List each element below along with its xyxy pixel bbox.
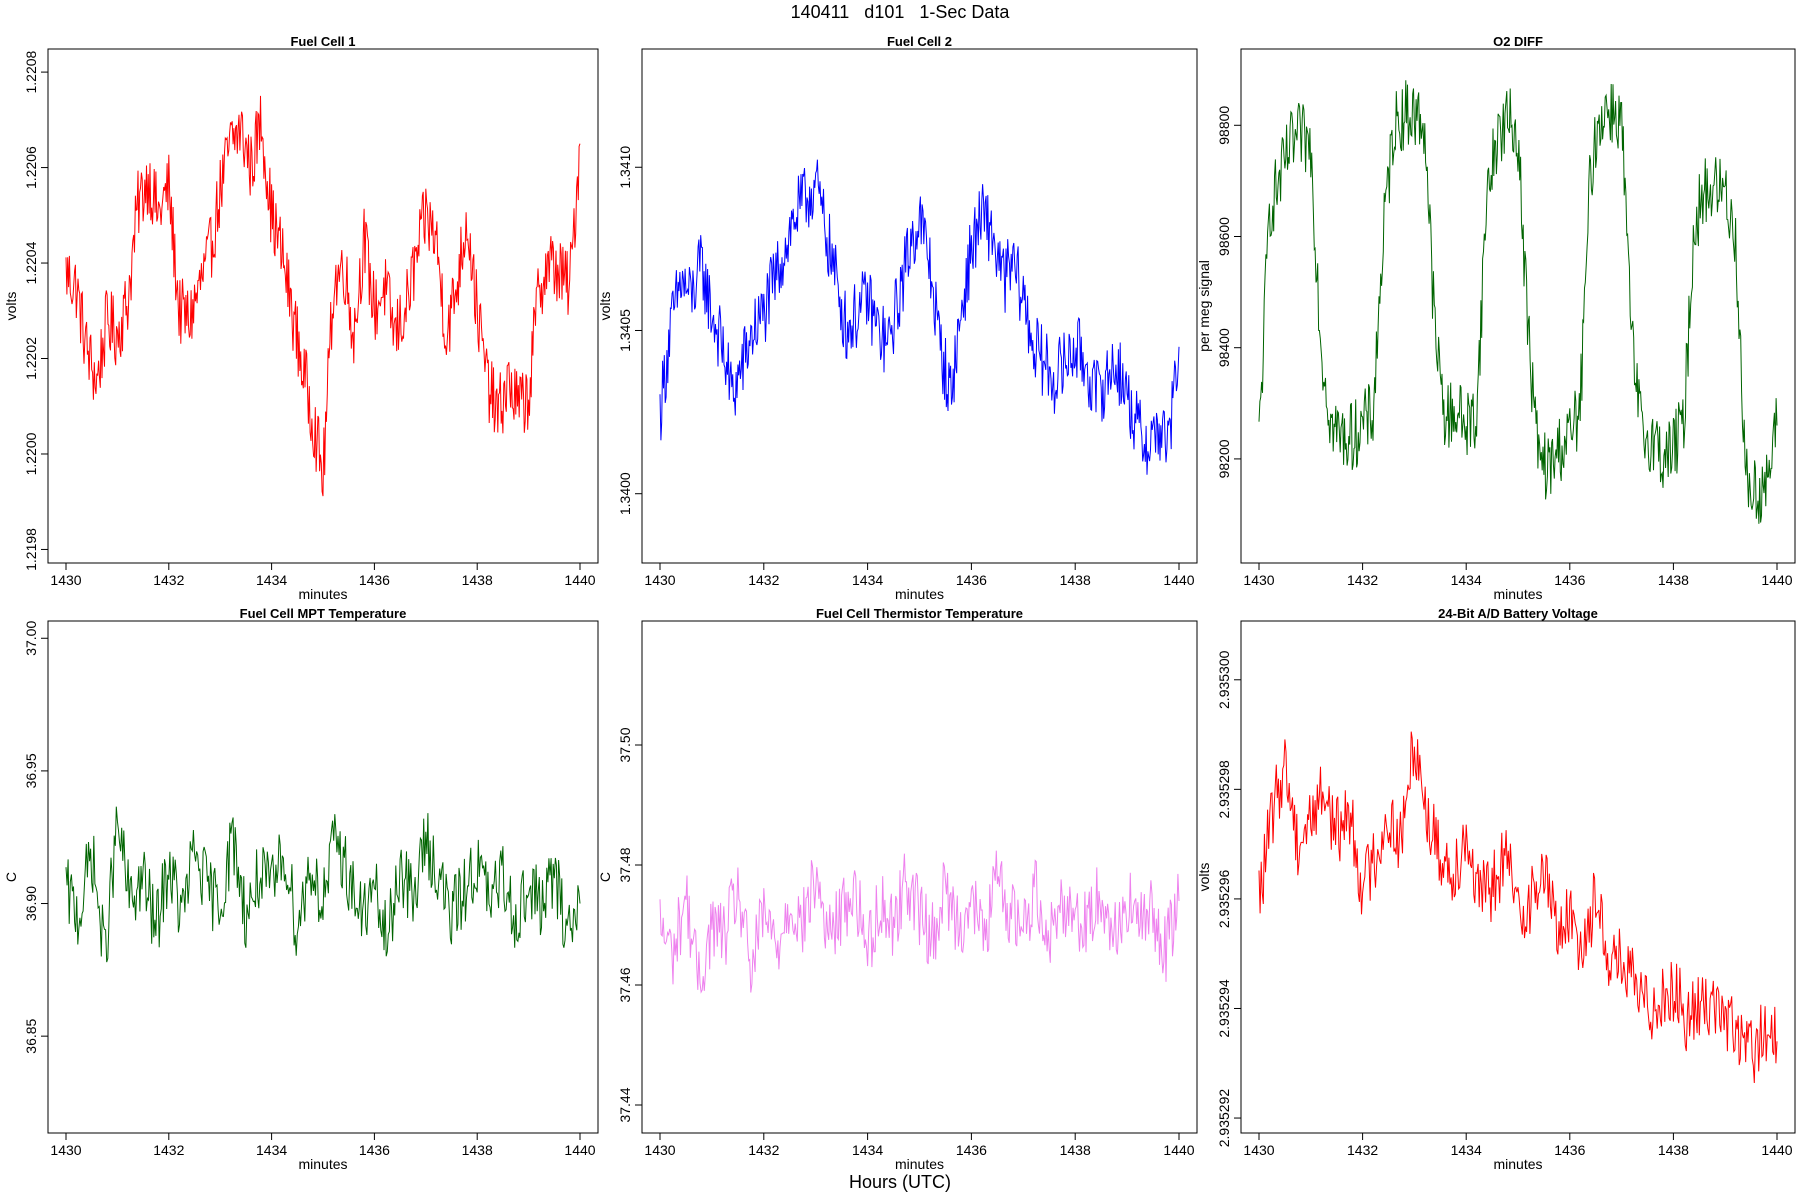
x-tick-label: 1440 — [1163, 1142, 1194, 1158]
x-tick-label: 1430 — [50, 572, 81, 588]
y-axis-label: C — [597, 872, 613, 882]
chart-title: O2 DIFF — [1493, 34, 1543, 49]
x-tick-label: 1436 — [956, 572, 987, 588]
x-tick-label: 1436 — [359, 1142, 390, 1158]
x-axis-label: minutes — [1493, 586, 1542, 602]
series-line — [65, 806, 581, 963]
y-tick-label: 1.3410 — [617, 146, 633, 189]
y-tick-label: 36.85 — [23, 1018, 39, 1053]
y-tick-label: 36.95 — [23, 753, 39, 788]
chart-title: Fuel Cell 1 — [290, 34, 355, 49]
y-tick-label: 1.3405 — [617, 309, 633, 352]
x-tick-label: 1430 — [644, 1142, 675, 1158]
series-line — [65, 95, 581, 497]
y-tick-label: 37.00 — [23, 621, 39, 656]
x-tick-label: 1436 — [1554, 572, 1585, 588]
x-tick-label: 1436 — [956, 1142, 987, 1158]
series-line — [1258, 731, 1778, 1084]
x-axis-label: minutes — [895, 1156, 944, 1172]
x-tick-label: 1434 — [1451, 572, 1482, 588]
x-tick-label: 1430 — [1243, 1142, 1274, 1158]
x-axis-label: minutes — [1493, 1156, 1542, 1172]
y-axis-label: volts — [597, 292, 613, 321]
x-tick-label: 1438 — [1060, 572, 1091, 588]
y-axis-label: volts — [3, 292, 19, 321]
x-tick-label: 1430 — [644, 572, 675, 588]
chart-title: Fuel Cell 2 — [887, 34, 952, 49]
x-axis-label: minutes — [298, 586, 347, 602]
x-axis-label: minutes — [895, 586, 944, 602]
y-tick-label: 1.3400 — [617, 472, 633, 515]
x-tick-label: 1432 — [153, 1142, 184, 1158]
y-tick-label: 2.935292 — [1216, 1089, 1232, 1148]
x-tick-label: 1430 — [1243, 572, 1274, 588]
y-tick-label: 1.2198 — [23, 528, 39, 571]
y-tick-label: 2.935298 — [1216, 760, 1232, 819]
series-line — [1258, 80, 1778, 524]
series-line — [659, 159, 1180, 475]
y-axis-label: C — [3, 872, 19, 882]
x-tick-label: 1436 — [359, 572, 390, 588]
y-tick-label: 98800 — [1216, 106, 1232, 145]
x-tick-label: 1440 — [564, 572, 595, 588]
x-tick-label: 1436 — [1554, 1142, 1585, 1158]
y-axis-label: volts — [1196, 863, 1212, 892]
x-tick-label: 1438 — [1658, 1142, 1689, 1158]
y-tick-label: 1.2202 — [23, 337, 39, 380]
page-title: 140411 d101 1-Sec Data — [790, 2, 1010, 22]
x-tick-label: 1440 — [564, 1142, 595, 1158]
plot-frame — [1240, 48, 1796, 564]
series-line — [659, 850, 1180, 994]
y-tick-label: 37.46 — [617, 967, 633, 1002]
y-tick-label: 1.2204 — [23, 241, 39, 284]
chart-title: Fuel Cell Thermistor Temperature — [816, 606, 1023, 621]
chart-title: Fuel Cell MPT Temperature — [240, 606, 407, 621]
plot-frame — [641, 620, 1198, 1134]
y-tick-label: 2.935294 — [1216, 979, 1232, 1038]
y-tick-label: 98200 — [1216, 439, 1232, 478]
x-tick-label: 1440 — [1761, 1142, 1792, 1158]
chart-title: 24-Bit A/D Battery Voltage — [1438, 606, 1598, 621]
x-tick-label: 1434 — [852, 572, 883, 588]
y-tick-label: 1.2206 — [23, 146, 39, 189]
x-tick-label: 1432 — [1347, 572, 1378, 588]
x-tick-label: 1438 — [1658, 572, 1689, 588]
plot-frame — [641, 48, 1198, 564]
x-tick-label: 1432 — [1347, 1142, 1378, 1158]
y-tick-label: 1.2200 — [23, 432, 39, 475]
y-tick-label: 1.2208 — [23, 50, 39, 93]
x-tick-label: 1438 — [462, 1142, 493, 1158]
x-tick-label: 1438 — [462, 572, 493, 588]
y-tick-label: 37.50 — [617, 727, 633, 762]
x-tick-label: 1438 — [1060, 1142, 1091, 1158]
y-tick-label: 2.935296 — [1216, 870, 1232, 929]
y-tick-label: 36.90 — [23, 886, 39, 921]
x-axis-label: minutes — [298, 1156, 347, 1172]
x-tick-label: 1434 — [256, 572, 287, 588]
x-tick-label: 1434 — [256, 1142, 287, 1158]
x-tick-label: 1432 — [748, 572, 779, 588]
y-axis-label: per meg signal — [1196, 260, 1212, 352]
x-tick-label: 1434 — [1451, 1142, 1482, 1158]
x-tick-label: 1432 — [748, 1142, 779, 1158]
x-tick-label: 1440 — [1163, 572, 1194, 588]
x-tick-label: 1434 — [852, 1142, 883, 1158]
plot-frame — [47, 620, 599, 1134]
y-tick-label: 98600 — [1216, 217, 1232, 256]
plot-frame — [1240, 620, 1796, 1134]
y-tick-label: 2.935300 — [1216, 650, 1232, 709]
y-tick-label: 37.48 — [617, 847, 633, 882]
x-axis-footer-label: Hours (UTC) — [849, 1172, 951, 1192]
y-tick-label: 37.44 — [617, 1087, 633, 1122]
x-tick-label: 1430 — [50, 1142, 81, 1158]
x-tick-label: 1432 — [153, 572, 184, 588]
x-tick-label: 1440 — [1761, 572, 1792, 588]
y-tick-label: 98400 — [1216, 328, 1232, 367]
